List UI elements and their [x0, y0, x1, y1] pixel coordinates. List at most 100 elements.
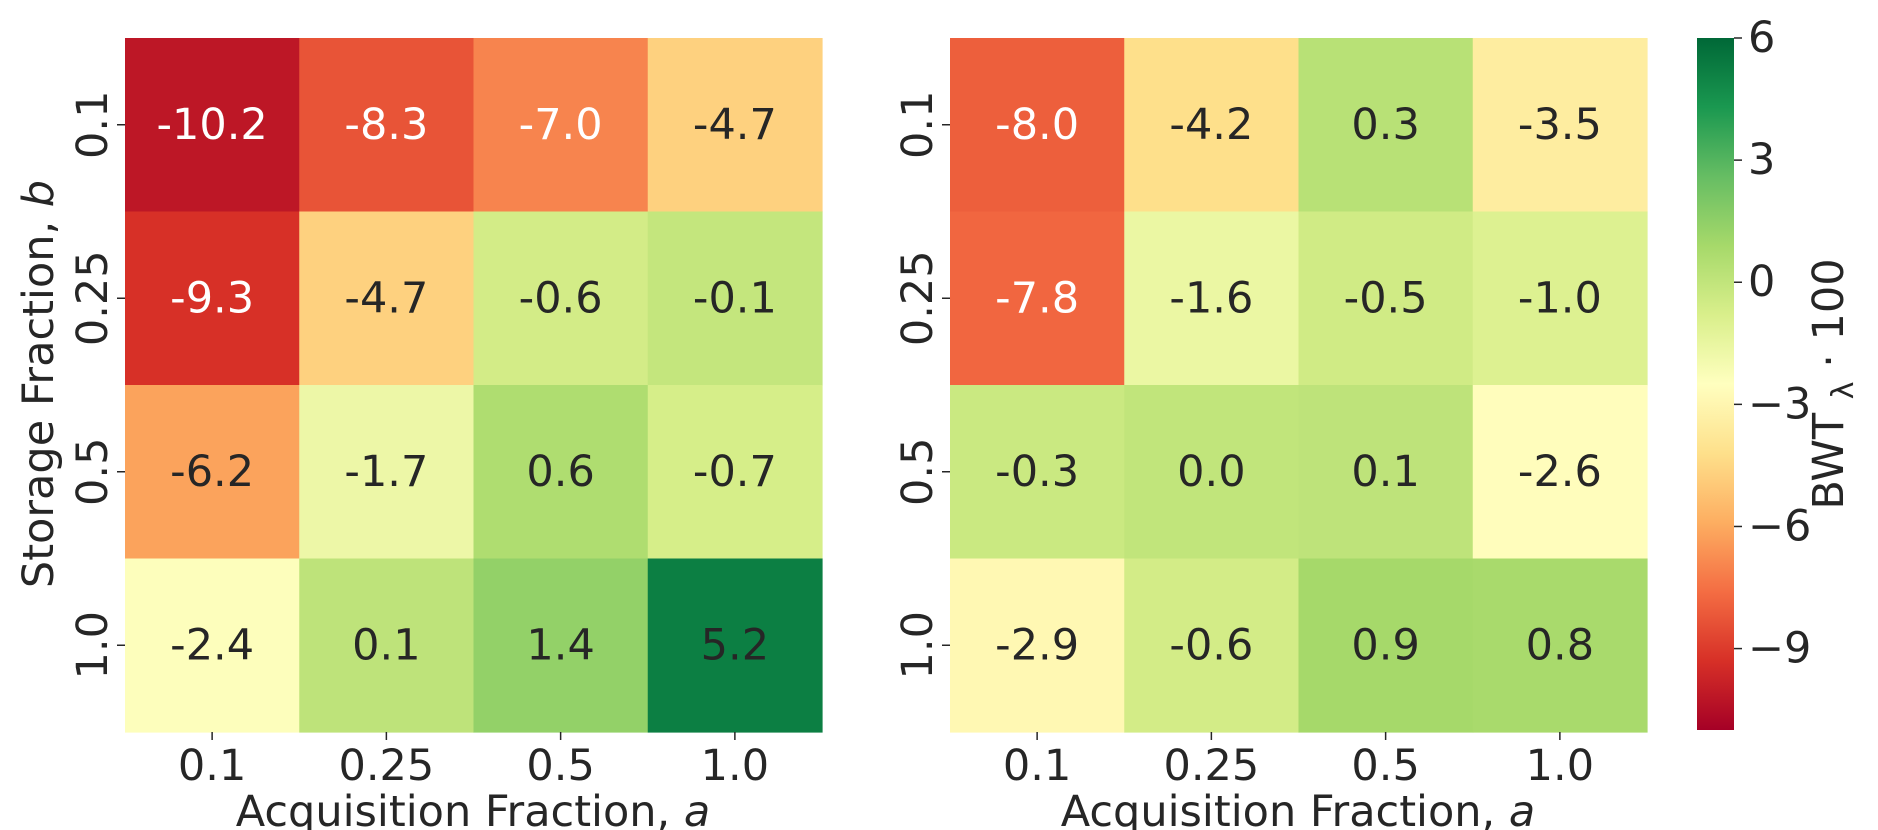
heatmap-right-cell — [1124, 385, 1300, 560]
heatmap-left-cell — [125, 211, 300, 386]
heatmap-left-xlabel-var: a — [684, 787, 710, 830]
heatmap-left: -10.2 -8.3 -7.0 -4.7 -9.3 -4.7 -0.6 -0.1 -6.2 -1.… — [14, 38, 823, 830]
heatmap-right-cell-label: 0.9 — [1351, 620, 1419, 670]
heatmap-right-cell-label: 0.1 — [1351, 447, 1419, 497]
heatmap-right-cell — [1298, 211, 1474, 386]
heatmap-left-cell-label: -0.1 — [693, 273, 777, 323]
heatmap-left-ylabel-text: Storage Fraction, — [14, 221, 64, 588]
heatmap-right-cell-label: -4.2 — [1169, 100, 1253, 150]
heatmap-left-cell — [125, 385, 300, 560]
heatmap-left-y-tick-label: 0.1 — [68, 91, 118, 159]
heatmap-left-cell-label: -8.3 — [344, 100, 428, 150]
heatmap-left-x-tick-label: 1.0 — [701, 741, 769, 791]
heatmap-right-y-tick-label: 0.25 — [893, 250, 943, 346]
heatmap-right-cell — [1124, 38, 1300, 213]
heatmap-left-y-tick-label: 0.25 — [68, 250, 118, 346]
heatmap-right-cell — [1124, 558, 1300, 733]
colorbar-label-main: BWT — [1804, 412, 1854, 509]
heatmap-left-y-tick-label: 0.5 — [68, 438, 118, 506]
colorbar-label-sub: λ — [1826, 381, 1861, 399]
heatmap-right-x-tick-label: 0.1 — [1003, 741, 1071, 791]
heatmap-right-cell-label: -0.5 — [1344, 273, 1428, 323]
heatmap-right-cell-label: 0.8 — [1526, 620, 1594, 670]
heatmap-right-xlabel: Acquisition Fraction, a — [1061, 787, 1536, 830]
heatmap-right-cell-label: -2.9 — [995, 620, 1079, 670]
heatmap-right-cell-label: -3.5 — [1518, 100, 1602, 150]
colorbar-tick-label: −6 — [1748, 501, 1811, 551]
heatmap-right-y-tick-label: 0.1 — [893, 91, 943, 159]
heatmap-left-cell — [299, 558, 475, 733]
heatmap-left-cell-label: -1.7 — [344, 447, 428, 497]
colorbar-tick-label: 0 — [1748, 257, 1775, 307]
heatmap-right-cell — [1298, 38, 1474, 213]
heatmap-right-cell — [950, 558, 1125, 733]
heatmap-right: -8.0 -4.2 0.3 -3.5 -7.8 -1.6 -0.5 -1.0 -0.3 0.0 0.… — [893, 38, 1648, 830]
colorbar-label-suffix: · 100 — [1804, 258, 1854, 367]
heatmap-right-y-tick-label: 0.5 — [893, 438, 943, 506]
heatmap-right-cell — [950, 38, 1125, 213]
heatmap-left-cell-label: -7.0 — [519, 100, 603, 150]
heatmap-right-xlabel-var: a — [1509, 787, 1535, 830]
heatmap-left-cell — [473, 558, 649, 733]
colorbar-tick-label: 3 — [1748, 135, 1775, 185]
heatmap-right-x-tick-label: 0.5 — [1351, 741, 1419, 791]
heatmap-right-y-ticks: 0.1 0.25 0.5 1.0 — [893, 91, 950, 679]
heatmap-left-cell-label: -9.3 — [170, 273, 254, 323]
heatmap-left-cell — [299, 385, 475, 560]
heatmap-left-cell — [473, 38, 649, 213]
colorbar: 6 3 0 −3 −6 −9 BWT λ · 100 — [1697, 13, 1864, 730]
heatmap-left-cell-label: 1.4 — [526, 620, 594, 670]
heatmap-left-cell-label: 5.2 — [701, 620, 769, 670]
heatmap-right-cell-label: -2.6 — [1518, 447, 1602, 497]
heatmap-left-cell-label: 0.6 — [526, 447, 594, 497]
colorbar-label: BWT λ · 100 — [1804, 258, 1864, 509]
heatmap-right-cell — [950, 385, 1125, 560]
heatmap-right-cell-label: 0.3 — [1351, 100, 1419, 150]
heatmap-right-xlabel-text: Acquisition Fraction, — [1061, 787, 1496, 830]
heatmap-left-cell-label: -6.2 — [170, 447, 254, 497]
heatmap-right-cell — [950, 211, 1125, 386]
colorbar-tick-label: −9 — [1748, 624, 1811, 674]
heatmap-right-x-ticks: 0.1 0.25 0.5 1.0 — [1003, 732, 1594, 791]
colorbar-gradient — [1697, 38, 1734, 730]
heatmap-left-y-ticks: 0.1 0.25 0.5 1.0 — [68, 91, 125, 679]
colorbar-tick-label: −3 — [1748, 379, 1811, 429]
heatmap-right-cell — [1472, 558, 1648, 733]
heatmap-right-cell-label: -1.0 — [1518, 273, 1602, 323]
heatmap-right-cell-label: -7.8 — [995, 273, 1079, 323]
heatmap-left-cell — [125, 38, 300, 213]
heatmap-left-cell — [647, 385, 823, 560]
heatmap-left-cell — [125, 558, 300, 733]
heatmap-left-cell-label: 0.1 — [352, 620, 420, 670]
heatmap-left-cell — [299, 211, 475, 386]
heatmap-left-cell — [647, 211, 823, 386]
heatmap-left-ylabel: Storage Fraction, b — [14, 180, 64, 588]
heatmap-right-cell-label: -0.6 — [1169, 620, 1253, 670]
heatmap-right-cell-label: -1.6 — [1169, 273, 1253, 323]
heatmap-right-cell-label: -8.0 — [995, 100, 1079, 150]
heatmap-left-xlabel: Acquisition Fraction, a — [236, 787, 711, 830]
heatmap-right-cell — [1472, 211, 1648, 386]
heatmap-right-cell — [1298, 385, 1474, 560]
heatmap-left-cell-label: -0.6 — [519, 273, 603, 323]
heatmap-left-y-tick-label: 1.0 — [68, 611, 118, 679]
heatmap-left-cell — [299, 38, 475, 213]
heatmap-left-x-tick-label: 0.5 — [526, 741, 594, 791]
heatmap-right-cell — [1472, 38, 1648, 213]
heatmap-left-cell — [473, 211, 649, 386]
heatmap-right-cell-label: 0.0 — [1177, 447, 1245, 497]
heatmap-right-cell — [1124, 211, 1300, 386]
heatmap-right-cell — [1472, 385, 1648, 560]
heatmap-left-x-tick-label: 0.25 — [339, 741, 435, 791]
colorbar-tick-label: 6 — [1748, 13, 1775, 63]
heatmap-left-cell-label: -4.7 — [693, 100, 777, 150]
heatmap-right-x-tick-label: 0.25 — [1164, 741, 1260, 791]
heatmap-left-cell-label: -10.2 — [156, 100, 267, 150]
heatmap-left-cell-label: -0.7 — [693, 447, 777, 497]
colorbar-ticks: 6 3 0 −3 −6 −9 — [1734, 13, 1811, 674]
heatmap-right-x-tick-label: 1.0 — [1526, 741, 1594, 791]
heatmap-left-xlabel-text: Acquisition Fraction, — [236, 787, 671, 830]
heatmap-left-ylabel-var: b — [14, 180, 64, 207]
heatmap-left-cell-label: -4.7 — [344, 273, 428, 323]
